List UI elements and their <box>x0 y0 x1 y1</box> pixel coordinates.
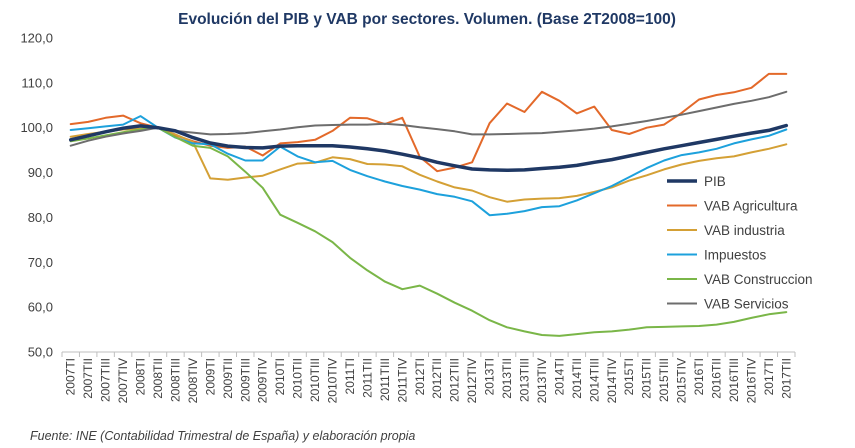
x-tick-label: 2008TI <box>134 358 148 395</box>
x-tick-label: 2011TIV <box>395 358 409 402</box>
x-tick-label: 2009TIV <box>256 358 270 403</box>
y-tick-label: 90,0 <box>28 165 53 180</box>
x-tick-label: 2010TIII <box>308 358 322 402</box>
series-line-vab-industria <box>69 126 788 203</box>
x-tick-label: 2008TIII <box>168 358 182 402</box>
x-tick-label: 2014TII <box>570 358 584 399</box>
y-axis: 50,0 60,0 70,0 80,0 90,0 100,0 110,0 120,0 <box>20 31 53 360</box>
legend: PIB VAB Agricultura VAB industria Impuestos… <box>667 174 813 312</box>
legend-label: VAB Construccion <box>704 272 813 287</box>
x-tick-label: 2007TIV <box>116 358 130 403</box>
x-tick-label: 2015TI <box>622 358 636 395</box>
series-line-impuestos <box>69 115 788 217</box>
x-tick-label: 2016TIII <box>727 358 741 402</box>
x-tick-label: 2008TIV <box>186 358 200 403</box>
chart-title: Evolución del PIB y VAB por sectores. Vo… <box>178 11 676 28</box>
x-tick-label: 2013TIV <box>535 358 549 403</box>
x-tick-label: 2011TI <box>343 358 357 394</box>
x-tick-label: 2012TIII <box>448 358 462 402</box>
x-tick-label: 2010TI <box>273 358 287 395</box>
x-tick-label: 2012TII <box>430 358 444 399</box>
x-tick-label: 2016TI <box>692 358 706 395</box>
x-tick-label: 2016TII <box>709 358 723 399</box>
legend-label: VAB Agricultura <box>704 199 798 214</box>
x-tick-label: 2009TIII <box>238 358 252 402</box>
x-tick-label: 2009TI <box>203 358 217 395</box>
series-line-vab-construccion <box>69 126 788 337</box>
x-axis: 2007TI 2007TII 2007TIII 2007TIV 2008TI 2008TI… <box>61 351 796 403</box>
x-tick-label: 2015TII <box>640 358 654 399</box>
x-tick-label: 2014TIII <box>587 358 601 402</box>
y-tick-label: 60,0 <box>28 300 53 315</box>
x-tick-label: 2013TI <box>483 358 497 395</box>
series-line-vab-servicios <box>69 90 788 147</box>
x-tick-label: 2017TI <box>762 358 776 395</box>
x-tick-label: 2016TIV <box>744 358 758 403</box>
y-tick-label: 50,0 <box>28 345 53 360</box>
x-tick-label: 2008TII <box>151 358 165 399</box>
legend-label: Impuestos <box>704 248 767 263</box>
legend-label: VAB Servicios <box>704 297 789 312</box>
x-tick-label: 2013TII <box>500 358 514 399</box>
series-line-pib <box>68 123 789 173</box>
x-tick-label: 2011TII <box>360 358 374 398</box>
legend-label: PIB <box>704 174 726 189</box>
x-tick-label: 2010TIV <box>326 358 340 403</box>
y-tick-label: 80,0 <box>28 210 53 225</box>
x-tick-label: 2015TIV <box>675 358 689 403</box>
x-tick-label: 2009TII <box>221 358 235 399</box>
x-tick-label: 2011TIII <box>378 358 392 401</box>
series-lines <box>68 72 789 337</box>
legend-label: VAB industria <box>704 223 785 238</box>
x-tick-label: 2017TII <box>779 358 793 399</box>
x-tick-label: 2012TI <box>413 358 427 395</box>
y-tick-label: 100,0 <box>20 120 53 135</box>
y-tick-label: 110,0 <box>21 75 53 90</box>
x-tick-label: 2010TII <box>291 358 305 399</box>
x-tick-label: 2014TIV <box>605 358 619 403</box>
x-tick-label: 2014TI <box>552 358 566 395</box>
x-tick-label: 2007TII <box>81 358 95 399</box>
y-tick-label: 70,0 <box>28 255 53 270</box>
y-tick-label: 120,0 <box>20 31 53 46</box>
x-tick-label: 2013TIII <box>517 358 531 402</box>
x-tick-label: 2015TIII <box>657 358 671 402</box>
source-note: Fuente: INE (Contabilidad Trimestral de … <box>30 429 415 443</box>
x-tick-label: 2007TIII <box>99 358 113 402</box>
x-tick-label: 2012TIV <box>465 358 479 403</box>
x-tick-label: 2007TI <box>64 358 78 395</box>
